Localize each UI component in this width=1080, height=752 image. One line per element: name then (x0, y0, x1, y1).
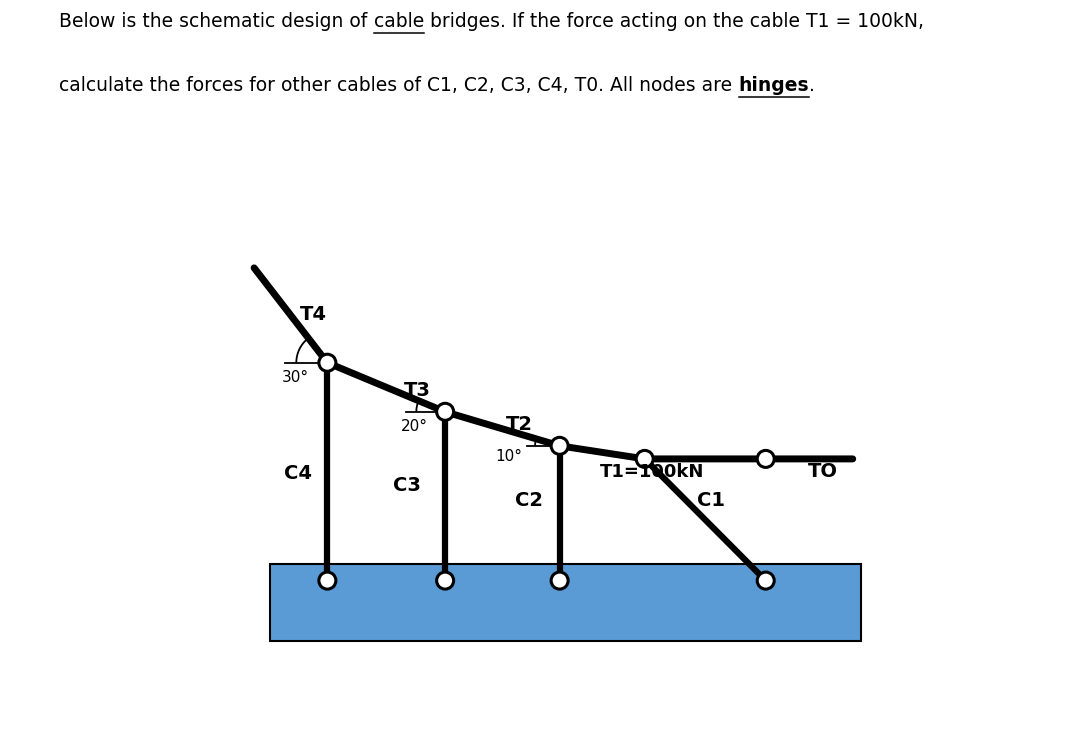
Text: hinges: hinges (739, 76, 809, 96)
Text: 30°: 30° (282, 370, 309, 385)
Circle shape (551, 572, 568, 589)
Circle shape (551, 438, 568, 454)
Circle shape (757, 450, 774, 468)
Circle shape (319, 354, 336, 371)
Circle shape (436, 572, 454, 589)
Bar (270, 563, 861, 641)
Text: C4: C4 (284, 465, 312, 484)
Text: bridges. If the force acting on the cable T1 = 100kN,: bridges. If the force acting on the cabl… (424, 12, 923, 31)
Text: C1: C1 (698, 490, 726, 510)
Circle shape (636, 450, 653, 468)
Circle shape (319, 572, 336, 589)
Text: 20°: 20° (401, 420, 428, 435)
Text: calculate the forces for other cables of C1, C2, C3, C4, T0. All nodes are: calculate the forces for other cables of… (59, 76, 739, 96)
Circle shape (436, 403, 454, 420)
Text: T2: T2 (505, 415, 532, 435)
Text: Below is the schematic design of: Below is the schematic design of (59, 12, 374, 31)
Text: .: . (809, 76, 815, 96)
Text: C2: C2 (515, 490, 543, 510)
Text: C3: C3 (393, 475, 420, 495)
Circle shape (757, 572, 774, 589)
Text: 10°: 10° (496, 450, 523, 465)
Text: T1=100kN: T1=100kN (600, 463, 705, 481)
Text: TO: TO (808, 462, 838, 481)
Text: cable: cable (374, 12, 424, 31)
Text: T3: T3 (404, 381, 431, 400)
Text: T4: T4 (299, 305, 326, 324)
